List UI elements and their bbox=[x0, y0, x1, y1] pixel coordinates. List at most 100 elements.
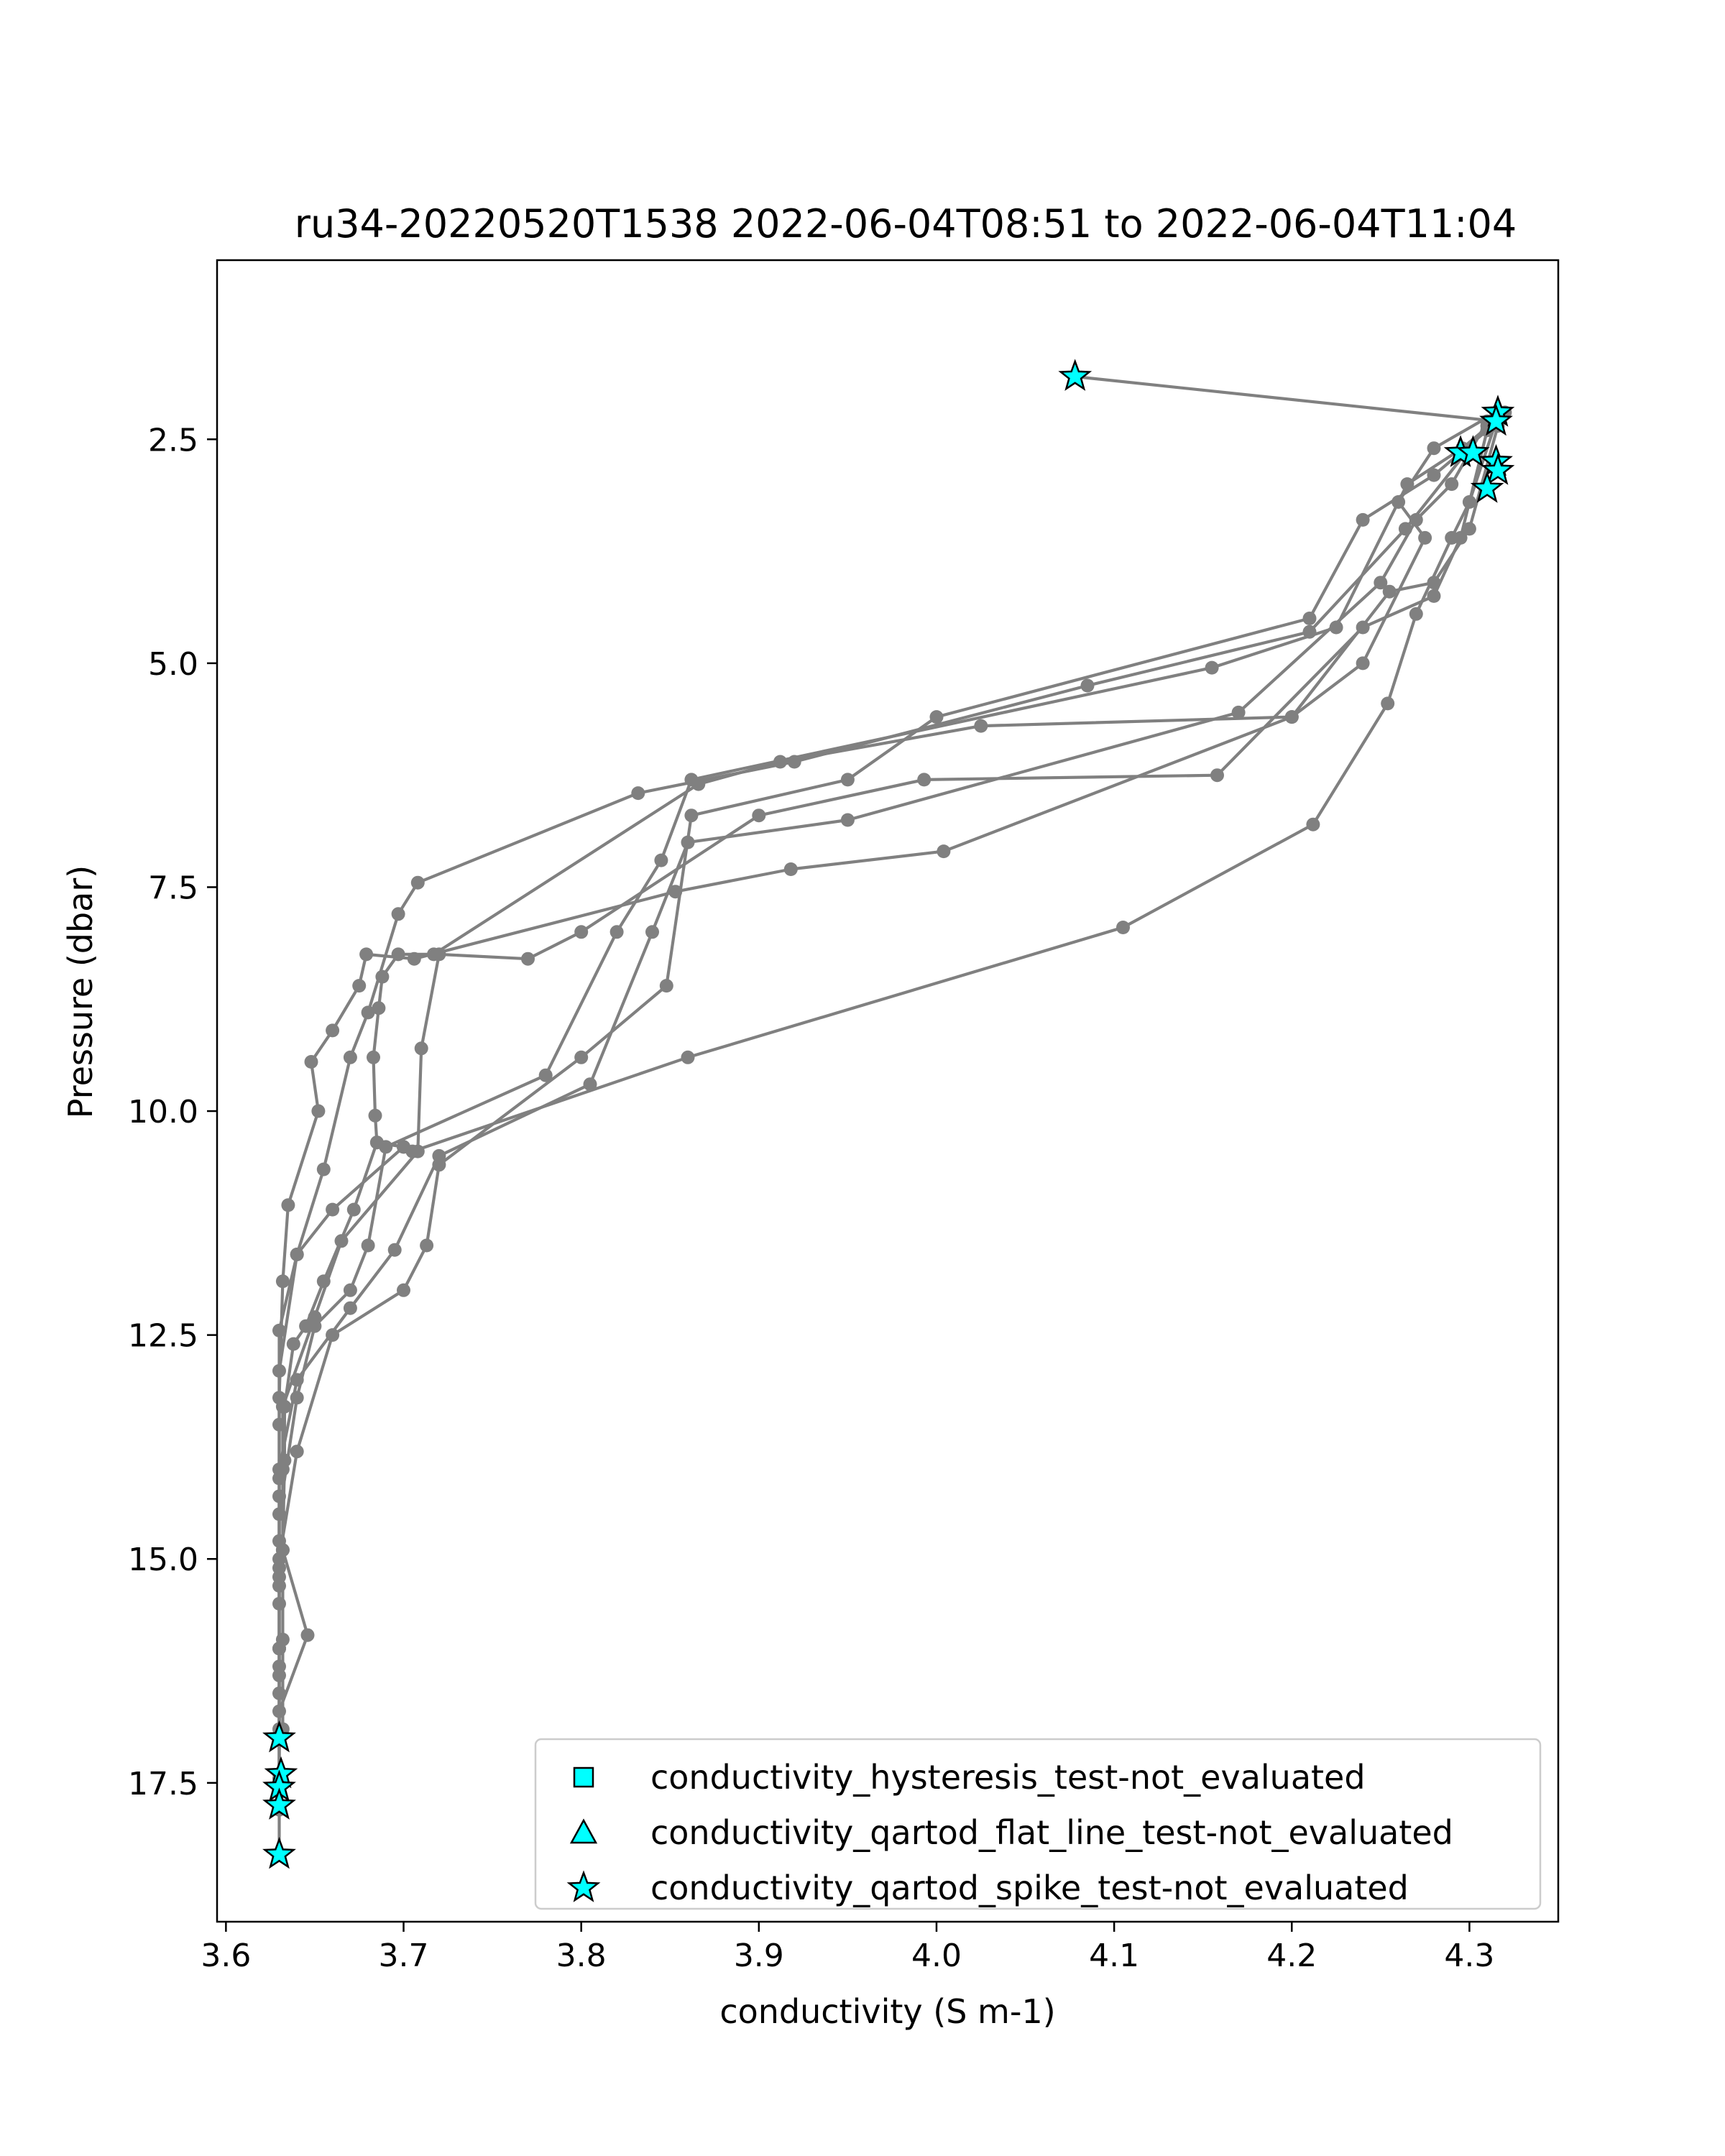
legend: conductivity_hysteresis_test-not_evaluat… bbox=[534, 1738, 1542, 1910]
y-tick-label: 7.5 bbox=[148, 870, 198, 906]
profile-point bbox=[1418, 530, 1432, 545]
profile-point bbox=[281, 1198, 295, 1212]
profile-point bbox=[691, 777, 706, 791]
profile-point bbox=[397, 1283, 410, 1297]
profile-point bbox=[420, 1238, 434, 1253]
profile-point bbox=[610, 925, 624, 939]
profile-point bbox=[343, 1050, 357, 1064]
profile-point bbox=[773, 755, 787, 769]
profile-point bbox=[1427, 589, 1441, 603]
profile-point bbox=[286, 1337, 300, 1351]
profile-point bbox=[1302, 625, 1317, 639]
x-tick-label: 3.7 bbox=[379, 1938, 429, 1974]
profile-point bbox=[1445, 477, 1459, 492]
profile-point bbox=[1306, 817, 1320, 831]
profile-point bbox=[1205, 660, 1219, 675]
profile-point bbox=[1462, 522, 1476, 536]
y-tick-label: 15.0 bbox=[128, 1542, 198, 1578]
profile-point bbox=[275, 1274, 290, 1289]
profile-point bbox=[521, 952, 535, 966]
profile-line bbox=[277, 374, 1500, 1738]
profile-point bbox=[1381, 696, 1395, 711]
profile-point bbox=[681, 835, 695, 849]
legend-square-marker bbox=[573, 1766, 594, 1788]
profile-point bbox=[304, 1055, 318, 1069]
spike-flag-star bbox=[1479, 403, 1513, 436]
legend-triangle-marker bbox=[569, 1818, 598, 1844]
profile-point bbox=[840, 813, 855, 827]
profile-point bbox=[659, 979, 673, 993]
profile-point bbox=[645, 925, 659, 939]
profile-point bbox=[311, 1104, 326, 1118]
profile-point bbox=[1080, 678, 1095, 693]
spike-flag-star bbox=[262, 1720, 296, 1753]
chart-title: ru34-20220520T1538 2022-06-04T08:51 to 2… bbox=[295, 201, 1517, 247]
profile-point bbox=[368, 1108, 382, 1123]
profile-point bbox=[275, 1632, 290, 1646]
profile-point bbox=[654, 853, 668, 867]
profile-point bbox=[1427, 468, 1441, 482]
profile-point bbox=[326, 1023, 340, 1038]
profile-point bbox=[432, 1148, 446, 1163]
plot-frame bbox=[216, 259, 1560, 1923]
profile-point bbox=[275, 1462, 290, 1477]
profile-point bbox=[275, 1399, 290, 1414]
legend-frame bbox=[534, 1738, 1542, 1910]
profile-point bbox=[752, 808, 766, 823]
y-tick-label: 17.5 bbox=[128, 1766, 198, 1802]
x-tick-label: 4.2 bbox=[1266, 1938, 1317, 1974]
profile-point bbox=[937, 844, 951, 859]
profile-point bbox=[316, 1162, 331, 1176]
profile-point bbox=[631, 786, 645, 801]
profile-point bbox=[1302, 612, 1317, 625]
x-tick-label: 3.6 bbox=[201, 1938, 251, 1974]
axis-ticks: 3.6 3.7 3.8 3.9 4.0 4.1 4.2 4.3 2.5 5.0 7.5 10.0 12.… bbox=[128, 422, 1494, 1974]
x-tick-label: 4.0 bbox=[911, 1938, 962, 1974]
profile-point bbox=[538, 1068, 553, 1082]
profile-point bbox=[352, 979, 367, 993]
profile-point bbox=[343, 1301, 357, 1315]
profile-point bbox=[681, 1050, 695, 1064]
y-tick-label: 10.0 bbox=[128, 1094, 198, 1130]
profile-point bbox=[407, 952, 421, 966]
profile-point bbox=[1427, 441, 1441, 456]
profile-point bbox=[1453, 530, 1468, 545]
y-tick-label: 5.0 bbox=[148, 646, 198, 683]
profile-point bbox=[917, 773, 932, 787]
profile-point bbox=[1231, 705, 1246, 719]
profile-point bbox=[391, 907, 405, 921]
profile-point bbox=[300, 1628, 315, 1642]
profile-point bbox=[367, 1050, 380, 1064]
profile-point bbox=[1329, 620, 1343, 635]
spike-flag-star bbox=[262, 1836, 296, 1869]
profile-point bbox=[414, 1041, 428, 1056]
profile-point bbox=[583, 1077, 597, 1092]
profile-point bbox=[359, 947, 374, 962]
x-tick-label: 4.1 bbox=[1089, 1938, 1139, 1974]
spike-flag-star bbox=[1058, 359, 1092, 391]
profile-point bbox=[1398, 522, 1412, 536]
profile-point bbox=[410, 875, 425, 890]
profile-8 bbox=[275, 423, 1494, 1736]
profile-point bbox=[290, 1248, 304, 1261]
legend-label: conductivity_qartod_flat_line_test-not_e… bbox=[650, 1813, 1453, 1852]
y-tick-label: 12.5 bbox=[128, 1318, 198, 1355]
profile-point bbox=[432, 947, 446, 962]
profile-point bbox=[397, 1140, 410, 1154]
profile-point bbox=[361, 1005, 375, 1020]
profile-point bbox=[369, 1135, 384, 1150]
legend-label: conductivity_qartod_spike_test-not_evalu… bbox=[650, 1869, 1409, 1907]
profile-point bbox=[387, 1243, 402, 1257]
profile-point bbox=[1356, 656, 1370, 671]
profile-point bbox=[783, 862, 798, 876]
y-axis-label: Pressure (dbar) bbox=[61, 865, 100, 1118]
profile-point bbox=[1382, 584, 1397, 599]
spike-flag-star bbox=[1470, 471, 1504, 503]
profile-point bbox=[1356, 620, 1370, 635]
x-tick-label: 3.8 bbox=[556, 1938, 607, 1974]
profile-point bbox=[343, 1283, 357, 1297]
profile-point bbox=[372, 1001, 386, 1015]
profile-point bbox=[334, 1234, 349, 1248]
plot-area bbox=[262, 359, 1515, 1869]
